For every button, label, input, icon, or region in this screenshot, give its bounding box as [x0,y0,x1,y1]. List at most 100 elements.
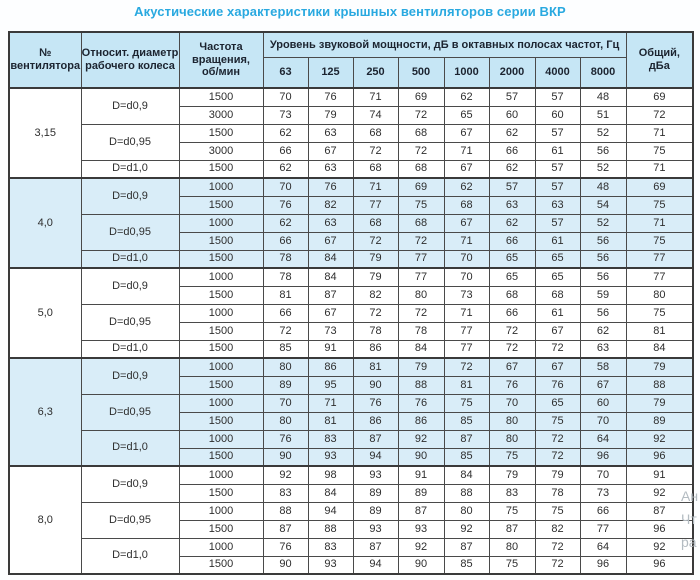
rpm-cell: 1000 [178,213,264,233]
table-row: 6,3 D=d0,9 1000 80 86 81 79 72 67 67 58 79 [8,357,694,467]
level-cell: 71 [352,87,399,107]
level-cell: 72 [534,447,581,467]
level-cell: 79 [352,267,399,287]
rpm-cell: 1500 [178,519,264,539]
level-cell: 95 [307,375,354,395]
total-cell: 77 [625,267,694,287]
level-cell: 65 [488,267,536,287]
total-cell: 69 [625,87,694,107]
rpm-cell: 1000 [178,267,264,287]
level-cell: 78 [262,267,309,287]
level-cell: 72 [352,231,399,251]
level-cell: 78 [352,321,399,341]
table-row: 1500 81 87 82 80 73 68 68 59 80 [9,285,694,305]
level-cell: 57 [534,123,581,143]
level-cell: 76 [307,87,354,107]
level-cell: 75 [443,393,490,413]
level-cell: 66 [262,303,309,323]
level-cell: 76 [534,375,581,395]
diameter-cell: D=d1,0 [80,159,180,179]
level-cell: 92 [397,429,445,449]
level-cell: 85 [443,447,490,467]
acoustic-characteristics-table: № вентилятора Относит. диаметр рабочего … [8,31,695,575]
level-cell: 80 [397,285,445,305]
level-cell: 52 [579,123,627,143]
col-header-impeller-diameter: Относит. диаметр рабочего колеса [80,31,180,89]
table-row: D=d0,95 1000 66 67 72 72 71 66 61 56 75 [9,303,694,341]
rpm-cell: 1000 [178,465,264,485]
table-row: 1500 89 95 90 88 81 76 76 67 88 [9,375,694,395]
level-cell: 83 [307,537,354,557]
level-cell: 87 [488,519,536,539]
level-cell: 68 [352,159,399,179]
rpm-cell: 1500 [178,483,264,503]
diameter-cell: D=d0,95 [80,501,180,539]
table-row: D=d1,0 1000 76 83 87 92 87 80 72 64 92 [9,429,694,467]
level-cell: 72 [397,105,445,125]
level-cell: 56 [579,141,627,161]
level-cell: 57 [534,213,581,233]
total-cell: 88 [625,375,694,395]
level-cell: 75 [488,501,536,521]
rpm-cell: 1500 [178,321,264,341]
level-cell: 75 [488,555,536,575]
total-cell: 96 [625,519,694,539]
level-cell: 66 [262,231,309,251]
level-cell: 68 [534,285,581,305]
total-cell: 71 [625,159,694,179]
level-cell: 81 [307,411,354,431]
level-cell: 77 [397,267,445,287]
level-cell: 60 [534,105,581,125]
fan-number-cell: 5,0 [8,267,82,359]
level-cell: 85 [443,555,490,575]
level-cell: 70 [579,411,627,431]
table-body: 3,15 D=d0,9 1500 70 76 71 69 62 57 57 48 69 3000 73 79… [8,87,694,575]
level-cell: 93 [397,519,445,539]
total-cell: 92 [625,429,694,449]
level-cell: 88 [443,483,490,503]
table-row: 1500 90 93 94 90 85 75 72 96 96 [9,447,694,467]
level-cell: 91 [307,339,354,359]
level-cell: 67 [488,357,536,377]
page-title: Акустические характеристики крышных вент… [134,4,566,19]
level-cell: 75 [534,501,581,521]
frequency-header-cell: 8000 [579,57,627,89]
rpm-cell: 1000 [178,303,264,323]
table-row: D=d0,95 1000 70 71 76 76 75 70 65 60 79 [9,393,694,431]
level-cell: 87 [443,429,490,449]
rpm-cell: 3000 [178,105,264,125]
level-cell: 57 [534,159,581,179]
level-cell: 68 [488,285,536,305]
table-row: D=d0,95 1000 62 63 68 68 67 62 57 52 71 [9,213,694,251]
col-header-total-dba: Общий, дБа [625,31,694,89]
level-cell: 86 [307,357,354,377]
level-cell: 85 [443,411,490,431]
diameter-cell: D=d1,0 [80,339,180,359]
rpm-cell: 1000 [178,357,264,377]
level-cell: 77 [443,339,490,359]
total-cell: 75 [625,141,694,161]
frequency-header-cell: 63 [262,57,309,89]
level-cell: 80 [443,501,490,521]
total-cell: 87 [625,501,694,521]
level-cell: 66 [488,231,536,251]
total-cell: 69 [625,177,694,197]
rpm-cell: 1500 [178,339,264,359]
frequency-header-cell: 1000 [443,57,490,89]
level-cell: 57 [488,177,536,197]
level-cell: 71 [443,231,490,251]
level-cell: 92 [443,519,490,539]
rpm-cell: 1000 [178,177,264,197]
level-cell: 72 [397,303,445,323]
level-cell: 65 [488,249,536,269]
level-cell: 80 [488,411,536,431]
total-cell: 81 [625,321,694,341]
level-cell: 56 [579,231,627,251]
level-cell: 84 [307,483,354,503]
level-cell: 77 [352,195,399,215]
level-cell: 56 [579,267,627,287]
total-cell: 92 [625,483,694,503]
level-cell: 73 [307,321,354,341]
level-cell: 58 [579,357,627,377]
level-cell: 72 [352,303,399,323]
